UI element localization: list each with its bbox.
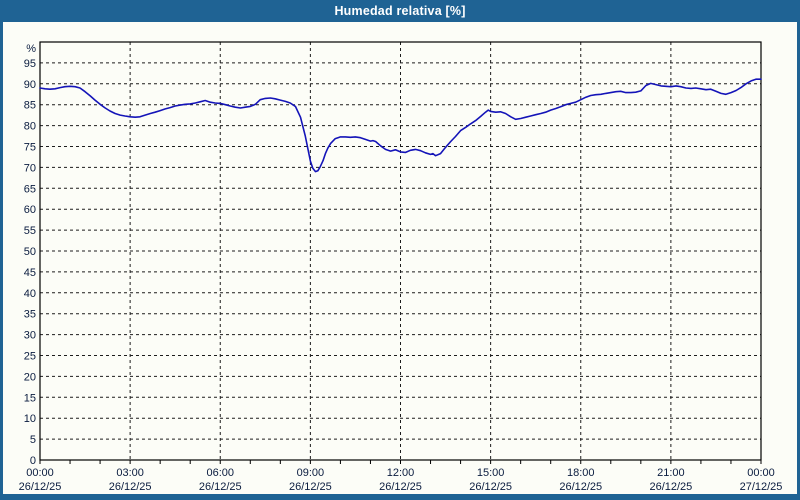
chart-content: % 95 90 85 80 75 70 65 60 55 50 45 40 35 30 25 20 15 10 5 0 0… bbox=[3, 22, 797, 494]
y-tick-label: 5 bbox=[30, 434, 36, 446]
y-tick-label: 0 bbox=[30, 455, 36, 467]
x-tick-date-label: 26/12/25 bbox=[469, 481, 512, 493]
y-tick-label: 80 bbox=[24, 121, 36, 133]
x-tick-date-label: 26/12/25 bbox=[199, 481, 242, 493]
x-tick-time-label: 21:00 bbox=[657, 467, 685, 479]
x-tick-date-label: 26/12/25 bbox=[109, 481, 152, 493]
y-tick-label: 10 bbox=[24, 413, 36, 425]
y-tick-label: 20 bbox=[24, 371, 36, 383]
humidity-chart: %959085807570656055504540353025201510500… bbox=[19, 41, 783, 493]
x-tick-time-label: 15:00 bbox=[477, 467, 505, 479]
x-tick-time-label: 00:00 bbox=[26, 467, 54, 479]
x-tick-time-label: 09:00 bbox=[297, 467, 325, 479]
x-tick-date-label: 26/12/25 bbox=[289, 481, 332, 493]
y-tick-label: 35 bbox=[24, 309, 36, 321]
x-tick-time-label: 18:00 bbox=[567, 467, 595, 479]
x-tick-time-label: 03:00 bbox=[116, 467, 144, 479]
x-tick-date-label: 26/12/25 bbox=[559, 481, 602, 493]
x-tick-date-label: 26/12/25 bbox=[379, 481, 422, 493]
y-tick-label: 25 bbox=[24, 351, 36, 363]
y-tick-label: 50 bbox=[24, 246, 36, 258]
y-tick-label: 55 bbox=[24, 225, 36, 237]
y-tick-label: 45 bbox=[24, 267, 36, 279]
y-tick-label: 40 bbox=[24, 288, 36, 300]
y-tick-label: 70 bbox=[24, 162, 36, 174]
x-tick-time-label: 06:00 bbox=[206, 467, 234, 479]
y-tick-label: 75 bbox=[24, 142, 36, 154]
y-tick-label: 15 bbox=[24, 392, 36, 404]
x-tick-date-label: 27/12/25 bbox=[740, 481, 783, 493]
y-tick-label: 60 bbox=[24, 204, 36, 216]
x-tick-time-label: 00:00 bbox=[747, 467, 775, 479]
x-tick-date-label: 26/12/25 bbox=[19, 481, 62, 493]
y-axis-unit-label: % bbox=[26, 43, 36, 55]
window-title: Humedad relativa [%] bbox=[334, 4, 466, 18]
y-tick-label: 65 bbox=[24, 183, 36, 195]
window-title-bar: Humedad relativa [%] bbox=[3, 0, 797, 22]
x-tick-date-label: 26/12/25 bbox=[649, 481, 692, 493]
x-tick-time-label: 12:00 bbox=[387, 467, 415, 479]
humidity-series-line bbox=[39, 78, 762, 173]
y-tick-label: 95 bbox=[24, 58, 36, 70]
y-tick-label: 30 bbox=[24, 330, 36, 342]
y-tick-label: 90 bbox=[24, 79, 36, 91]
y-tick-label: 85 bbox=[24, 100, 36, 112]
